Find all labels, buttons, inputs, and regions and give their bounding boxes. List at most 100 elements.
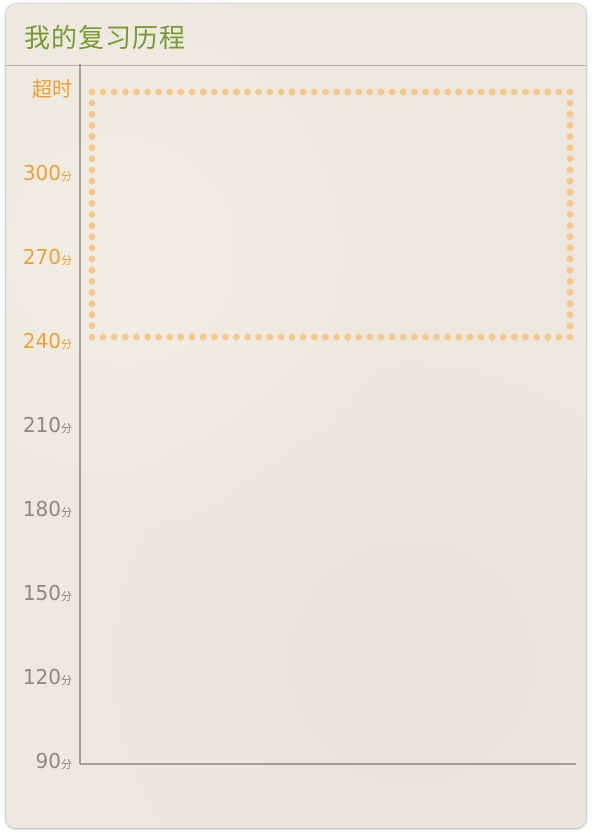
zone-border-dot (566, 133, 574, 140)
zone-border-dot (88, 144, 96, 152)
zone-border-dot (566, 177, 574, 185)
zone-border-dot (166, 333, 174, 341)
y-tick-unit: 分 (61, 254, 72, 267)
zone-border-dot (344, 333, 352, 341)
zone-border-dot (166, 88, 174, 96)
zone-border-dot (88, 266, 96, 274)
zone-border-dot (466, 333, 474, 341)
zone-border-dot (388, 88, 396, 96)
zone-border-dot (566, 311, 574, 319)
zone-border-dot (533, 88, 541, 96)
y-tick-label: 超时 (32, 77, 72, 101)
zone-border-dot (88, 88, 96, 96)
zone-border-dot (444, 333, 452, 341)
zone-border-dot (433, 88, 440, 96)
header: 我的复习历程 (6, 4, 586, 66)
zone-border-dot (144, 88, 152, 96)
zone-border-dot (422, 333, 429, 341)
zone-border-dot (522, 333, 529, 341)
zone-border-dot (110, 333, 118, 341)
zone-border-dot (566, 333, 574, 341)
zone-border-dot (244, 88, 252, 96)
y-tick-unit: 分 (61, 422, 72, 435)
zone-border-dot (544, 333, 552, 341)
zone-border-dot (99, 88, 107, 96)
zone-border-dot (88, 255, 96, 263)
zone-border-dot (488, 333, 496, 341)
zone-border-dot (233, 88, 240, 96)
zone-border-dot (566, 200, 574, 207)
zone-border-dot (411, 333, 418, 341)
zone-border-dot (566, 244, 574, 252)
y-tick-label: 240分 (23, 329, 72, 353)
y-tick-label: 270分 (23, 245, 72, 269)
zone-border-dot (399, 88, 407, 96)
y-tick-label: 120分 (23, 665, 72, 689)
y-tick-unit: 分 (61, 170, 72, 183)
y-tick-value: 210 (23, 413, 61, 437)
zone-border-dot (466, 88, 474, 96)
zone-border-dot (533, 333, 541, 341)
zone-border-dot (566, 222, 574, 230)
overtime-zone-border (88, 88, 574, 341)
zone-border-dot (566, 300, 574, 307)
zone-border-dot (344, 88, 352, 96)
zone-border-dot (88, 188, 96, 196)
zone-border-dot (88, 322, 96, 330)
zone-border-dot (199, 88, 207, 96)
zone-border-dot (177, 88, 185, 96)
y-tick-unit: 分 (61, 338, 72, 351)
zone-border-dot (88, 289, 96, 296)
zone-border-dot (88, 99, 96, 107)
page-title: 我的复习历程 (24, 24, 187, 54)
zone-border-dot (355, 333, 363, 341)
zone-border-dot (88, 166, 96, 174)
zone-border-dot (477, 88, 485, 96)
y-tick-value: 150 (23, 581, 61, 605)
zone-border-dot (188, 333, 196, 341)
zone-border-dot (322, 88, 329, 96)
zone-border-dot (88, 233, 96, 241)
zone-border-dot (566, 255, 574, 263)
zone-border-dot (499, 333, 507, 341)
y-tick-value: 90 (36, 749, 61, 773)
zone-border-dot (88, 277, 96, 285)
zone-border-dot (277, 333, 285, 341)
zone-border-dot (88, 133, 96, 140)
zone-border-dot (566, 211, 574, 218)
zone-border-dot (110, 88, 118, 96)
zone-border-dot (244, 333, 252, 341)
zone-border-dot (88, 311, 96, 319)
zone-border-dot (266, 333, 274, 341)
zone-border-dot (566, 322, 574, 330)
zone-border-dot (477, 333, 485, 341)
zone-border-dot (88, 155, 96, 163)
y-tick-label: 180分 (23, 497, 72, 521)
y-tick-value: 270 (23, 245, 61, 269)
zone-border-dot (121, 333, 129, 341)
zone-border-dot (511, 88, 518, 96)
zone-border-dot (555, 333, 563, 341)
zone-border-dot (566, 266, 574, 274)
zone-border-dot (399, 333, 407, 341)
zone-border-dot (522, 88, 529, 96)
zone-border-dot (88, 222, 96, 230)
zone-border-dot (333, 88, 340, 96)
zone-border-dot (188, 88, 196, 96)
zone-border-dot (88, 177, 96, 185)
zone-border-dot (566, 155, 574, 163)
y-tick-label: 150分 (23, 581, 72, 605)
zone-border-dot (88, 244, 96, 252)
zone-border-dot (444, 88, 452, 96)
y-tick-value: 180 (23, 497, 61, 521)
y-tick-value: 120 (23, 665, 61, 689)
zone-border-dot (88, 300, 96, 307)
zone-border-dot (299, 333, 307, 341)
y-tick-label: 210分 (23, 413, 72, 437)
zone-border-dot (88, 333, 96, 341)
zone-border-dot (411, 88, 418, 96)
y-tick-label: 300分 (23, 161, 72, 185)
zone-border-dot (288, 333, 296, 341)
y-tick-label: 90分 (36, 749, 72, 773)
